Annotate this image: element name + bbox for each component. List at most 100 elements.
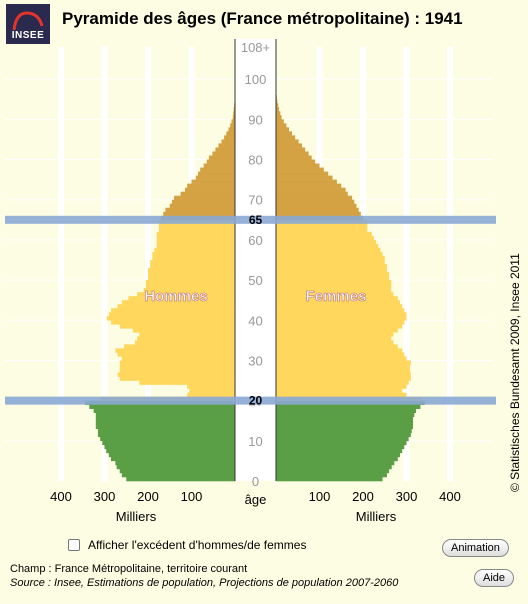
bar-femmes xyxy=(276,360,411,365)
bar-hommes xyxy=(174,195,235,201)
bar-femmes xyxy=(276,368,410,373)
bar-femmes xyxy=(276,251,383,257)
bar-hommes xyxy=(158,223,235,229)
bar-hommes xyxy=(156,239,235,245)
bar-femmes xyxy=(276,131,293,136)
bar-hommes xyxy=(143,288,235,293)
bar-femmes xyxy=(276,332,394,337)
bar-hommes xyxy=(104,444,235,450)
age-tick-label: 80 xyxy=(248,153,262,168)
x-unit-right: Milliers xyxy=(356,509,397,524)
excess-checkbox[interactable] xyxy=(68,539,80,551)
age-axis-column xyxy=(235,39,276,481)
bar-hommes xyxy=(187,183,235,188)
bar-femmes xyxy=(276,264,387,269)
bar-hommes xyxy=(95,412,235,418)
age-tick-label: 70 xyxy=(248,193,262,208)
bar-femmes xyxy=(276,464,392,470)
bar-femmes xyxy=(276,392,407,397)
bar-femmes xyxy=(276,139,299,144)
bar-hommes xyxy=(117,352,235,357)
bar-femmes xyxy=(276,227,368,233)
bar-hommes xyxy=(95,416,235,422)
bar-femmes xyxy=(276,276,390,281)
bar-hommes xyxy=(180,191,235,196)
bar-femmes xyxy=(276,448,403,454)
bar-hommes xyxy=(200,167,235,172)
bar-hommes xyxy=(145,284,235,289)
bar-femmes xyxy=(276,320,405,325)
bar-femmes xyxy=(276,424,414,430)
page-title: Pyramide des âges (France métropolitaine… xyxy=(62,9,463,28)
bar-femmes xyxy=(276,119,284,124)
bar-hommes xyxy=(191,179,235,184)
bar-femmes xyxy=(276,115,282,120)
bar-hommes xyxy=(95,424,235,430)
bar-hommes xyxy=(198,171,235,176)
bar-femmes xyxy=(276,416,414,422)
excess-toggle-row[interactable]: Afficher l'excédent d'hommes/de femmes xyxy=(68,538,306,552)
age-tick-label: 50 xyxy=(248,273,262,288)
bar-hommes xyxy=(189,388,235,393)
footer-scope: Champ : France Métropolitaine, territoir… xyxy=(10,563,248,575)
bar-hommes xyxy=(218,143,235,148)
bar-femmes xyxy=(276,452,400,458)
bar-femmes xyxy=(276,436,409,442)
bar-hommes xyxy=(93,408,235,413)
bar-femmes xyxy=(276,280,392,285)
bar-hommes xyxy=(121,300,235,305)
bar-hommes xyxy=(171,199,235,205)
bar-femmes xyxy=(276,171,329,176)
bar-hommes xyxy=(106,448,236,454)
bar-femmes xyxy=(276,356,407,361)
bar-hommes xyxy=(108,312,235,317)
x-tick-right: 200 xyxy=(352,489,374,504)
bar-hommes xyxy=(134,340,235,345)
bar-femmes xyxy=(276,316,407,321)
bar-hommes xyxy=(206,159,235,164)
bar-hommes xyxy=(169,203,235,209)
bar-hommes xyxy=(187,384,235,389)
bar-hommes xyxy=(212,151,235,156)
bar-femmes xyxy=(276,268,387,273)
bar-femmes xyxy=(276,328,398,333)
bar-hommes xyxy=(95,420,235,426)
bar-hommes xyxy=(148,272,235,277)
bar-femmes xyxy=(276,460,395,466)
bar-hommes xyxy=(119,468,235,474)
bar-femmes xyxy=(276,175,333,180)
bar-hommes xyxy=(145,280,235,285)
age-tick-label: 60 xyxy=(248,233,262,248)
bar-femmes xyxy=(276,324,403,329)
bar-hommes xyxy=(89,404,236,409)
bar-femmes xyxy=(276,207,359,213)
bar-femmes xyxy=(276,143,303,148)
age-marker-label: 20 xyxy=(249,394,263,408)
bar-femmes xyxy=(276,432,411,438)
bar-hommes xyxy=(139,332,235,337)
bar-hommes xyxy=(116,464,235,470)
bar-hommes xyxy=(124,344,235,349)
bar-femmes xyxy=(276,296,398,301)
bar-femmes xyxy=(276,364,410,369)
bar-hommes xyxy=(226,131,235,136)
bar-hommes xyxy=(163,211,235,217)
animation-button[interactable]: Animation xyxy=(442,539,509,557)
bar-femmes xyxy=(276,231,372,237)
help-button[interactable]: Aide xyxy=(474,569,515,587)
bar-femmes xyxy=(276,472,387,478)
bar-femmes xyxy=(276,428,412,434)
bar-femmes xyxy=(276,308,405,313)
bar-hommes xyxy=(115,348,235,353)
bar-hommes xyxy=(100,436,236,442)
bar-hommes xyxy=(221,139,235,144)
bar-femmes xyxy=(276,255,385,261)
bar-femmes xyxy=(276,151,309,156)
bar-femmes xyxy=(276,167,324,172)
bar-hommes xyxy=(148,276,235,281)
bar-hommes xyxy=(108,452,235,458)
age-tick-label: 108+ xyxy=(241,40,270,55)
age-tick-label: 90 xyxy=(248,112,262,127)
bar-femmes xyxy=(276,384,407,389)
age-tick-label: 10 xyxy=(248,434,262,449)
